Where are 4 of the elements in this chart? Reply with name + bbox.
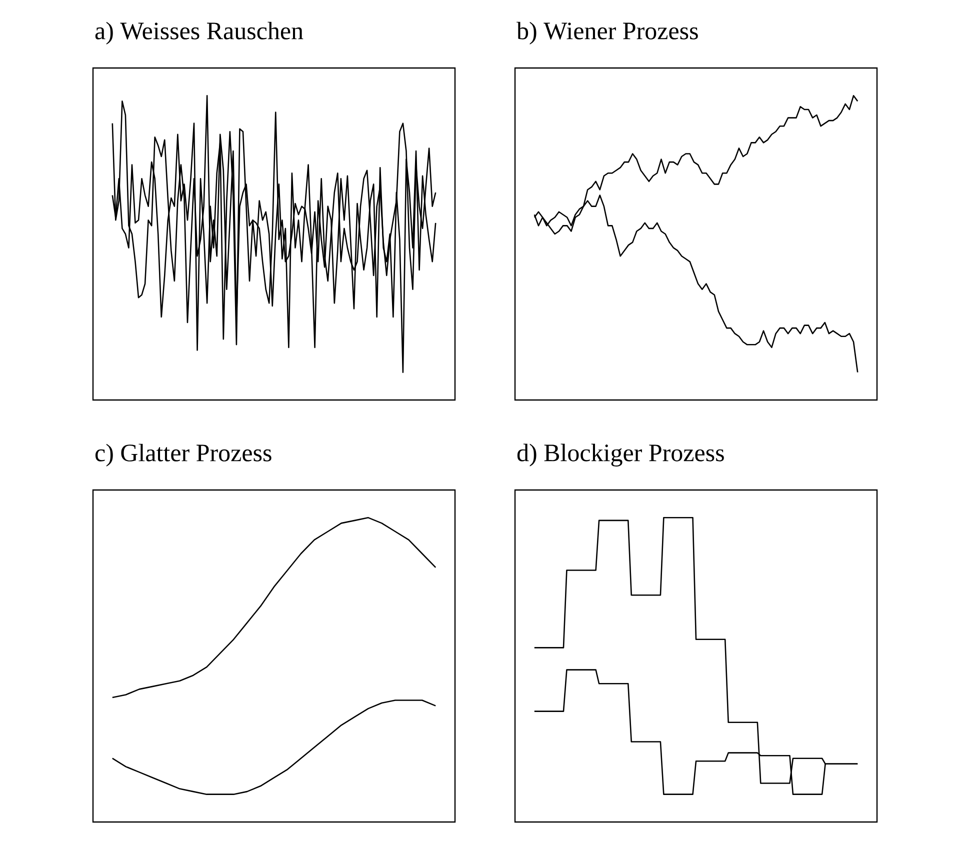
chart-title: d) Blockiger Prozess — [517, 444, 724, 466]
chart-title: b) Wiener Prozess — [516, 22, 698, 44]
chart-title: c) Glatter Prozess — [95, 444, 272, 466]
chart-title: a) Weisses Rauschen — [95, 22, 304, 44]
